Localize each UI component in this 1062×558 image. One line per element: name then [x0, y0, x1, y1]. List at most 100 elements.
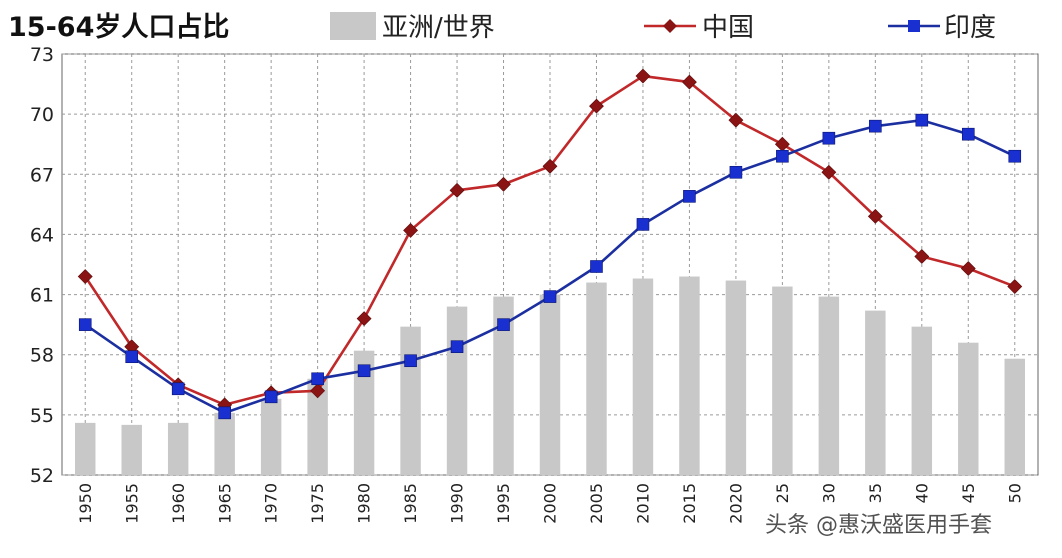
x-tick-label: 1965: [215, 483, 234, 524]
legend-label-asia: 亚洲/世界: [382, 13, 495, 43]
x-tick-label: 2010: [634, 483, 653, 524]
x-tick-label: 1990: [448, 483, 467, 524]
x-tick-label: 1975: [308, 483, 327, 524]
point-china-1995: [496, 176, 511, 192]
bar-asia-1990: [446, 306, 468, 475]
x-tick-label: 45: [959, 483, 978, 503]
y-tick-label: 52: [30, 465, 54, 487]
legend-label-india: 印度: [944, 13, 996, 43]
y-tick-label: 61: [30, 285, 54, 307]
bar-asia-2050: [1004, 358, 1025, 475]
bar-asia-1985: [400, 326, 421, 475]
point-india-1995: [497, 318, 510, 331]
legend-item-asia: 亚洲/世界: [330, 12, 495, 43]
x-tick-label: 2000: [541, 483, 560, 524]
legend-marker-china: [663, 19, 677, 33]
bar-asia-2005: [586, 282, 607, 475]
point-india-2025: [776, 149, 789, 163]
watermark: 头条 @惠沃盛医用手套: [765, 513, 992, 538]
bar-asia-1995: [493, 296, 514, 475]
bar-asia-2020: [725, 280, 747, 475]
bar-asia-2015: [679, 276, 700, 475]
point-india-2030: [822, 131, 836, 145]
chart-title: 15-64岁人口占比: [8, 12, 229, 43]
point-india-1990: [450, 340, 464, 353]
point-india-1985: [404, 354, 417, 368]
legend-marker-india: [908, 20, 920, 32]
x-tick-label: 50: [1005, 483, 1024, 503]
bar-asia-2030: [818, 296, 840, 475]
point-india-1955: [125, 350, 139, 364]
point-india-1960: [171, 382, 185, 396]
bar-asia-1950: [75, 422, 96, 475]
y-tick-label: 73: [30, 44, 54, 66]
point-china-2030: [821, 164, 837, 180]
point-india-2005: [590, 260, 603, 273]
x-tick-label: 25: [773, 483, 792, 503]
point-india-1980: [357, 364, 371, 378]
point-india-1975: [311, 372, 324, 386]
point-india-2040: [915, 113, 929, 127]
x-tick-label: 1985: [401, 483, 420, 524]
legend: 亚洲/世界 中国 印度: [330, 12, 996, 43]
point-china-1975: [310, 383, 326, 399]
bar-asia-2045: [958, 342, 979, 475]
y-tick-label: 70: [30, 104, 54, 126]
x-tick-label: 1995: [494, 483, 513, 524]
point-india-2015: [683, 190, 696, 203]
bar-asia-1965: [214, 412, 235, 475]
point-china-2010: [635, 68, 651, 84]
x-tick-label: 30: [819, 483, 838, 503]
legend-item-india: 印度: [888, 13, 996, 43]
y-tick-label: 58: [30, 345, 54, 367]
legend-item-china: 中国: [644, 13, 754, 43]
point-india-2000: [543, 290, 557, 303]
bar-asia-2010: [632, 278, 654, 475]
plot-area: 52 55 58 61 64 67 70 73 1950 1955 1960 1965 1970 1975…: [30, 44, 1039, 524]
point-china-1985: [403, 222, 418, 238]
bar-asia-1960: [167, 422, 189, 475]
point-india-2020: [729, 165, 743, 179]
point-china-2000: [542, 158, 558, 174]
point-china-2005: [589, 98, 604, 114]
point-china-1980: [356, 311, 372, 327]
x-tick-label: 1950: [76, 483, 95, 524]
x-tick-label: 1970: [262, 483, 281, 524]
point-india-2010: [636, 218, 650, 231]
point-china-2040: [914, 249, 930, 264]
point-india-1950: [78, 318, 92, 331]
bar-asia-2040: [911, 326, 933, 475]
bar-asia-1955: [121, 424, 142, 475]
y-tick-label: 55: [30, 405, 54, 427]
bar-asia-2025: [772, 286, 793, 475]
point-china-2050: [1007, 279, 1023, 294]
point-india-2035: [869, 119, 882, 133]
bar-asia-1975: [307, 378, 328, 475]
point-china-2015: [682, 74, 697, 90]
y-tick-label: 64: [30, 224, 54, 246]
point-india-1970: [264, 390, 278, 404]
legend-label-china: 中国: [702, 13, 754, 43]
x-tick-label: 1980: [355, 483, 374, 524]
bar-asia-1980: [353, 350, 375, 475]
x-tick-label: 2015: [680, 483, 699, 524]
point-india-1965: [218, 406, 231, 420]
point-china-1990: [449, 182, 465, 198]
bar-asia-1970: [260, 398, 282, 475]
x-tick-label: 35: [866, 483, 885, 503]
legend-swatch-asia: [330, 12, 376, 40]
x-tick-label: 1960: [169, 483, 188, 524]
bar-asia-2035: [865, 310, 886, 475]
point-china-2045: [960, 261, 976, 276]
point-china-1950: [77, 269, 93, 284]
point-india-2045: [961, 127, 975, 141]
point-china-2020: [728, 112, 744, 128]
point-china-2035: [867, 208, 883, 224]
x-tick-label: 2020: [727, 483, 746, 524]
y-tick-label: 67: [30, 164, 54, 186]
point-india-2050: [1008, 149, 1022, 163]
x-tick-label: 2005: [587, 483, 606, 524]
x-tick-label: 1955: [122, 483, 141, 524]
bar-asia-2000: [539, 294, 561, 475]
